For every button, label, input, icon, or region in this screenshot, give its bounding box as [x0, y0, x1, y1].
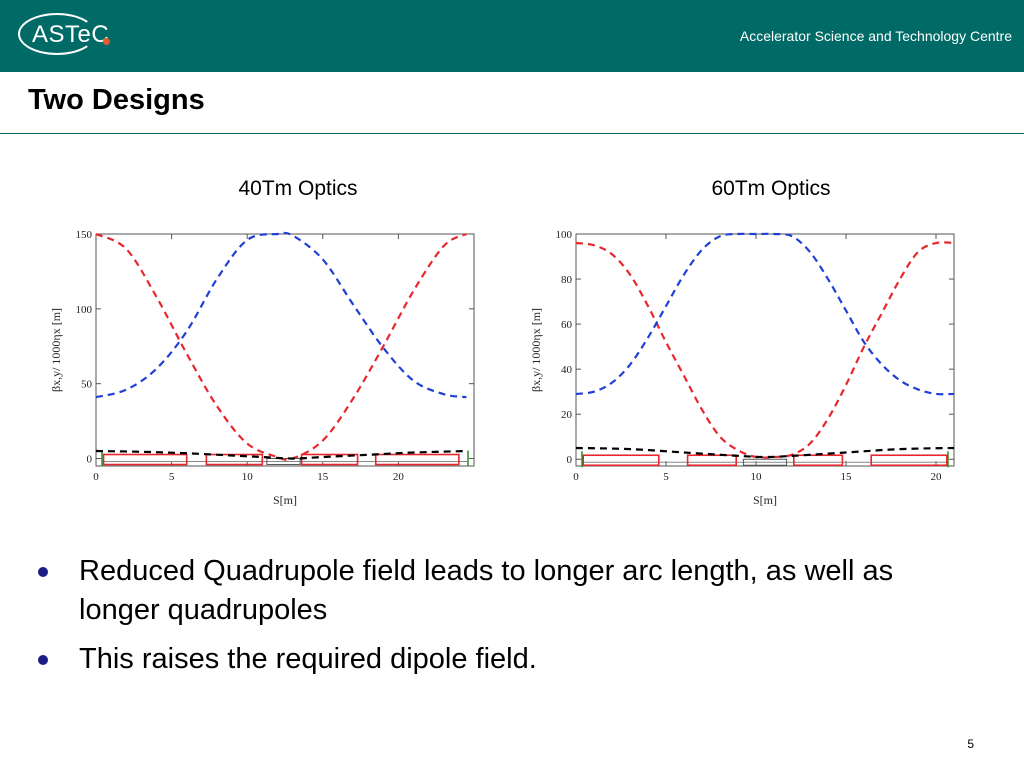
quadrupole-magnet — [870, 454, 948, 467]
quadrupole-magnet — [374, 453, 460, 466]
y-tick-label: 100 — [556, 229, 573, 241]
chart-40tm-optics: 0 5 10 15 20 0 50 100 150 S[m] βx,y/ 1000ηx [m] — [49, 229, 475, 507]
bullet-text: Reduced Quadrupole field leads to longer… — [79, 555, 894, 626]
series-line-2 — [95, 449, 467, 460]
chart-title-40tm: 40Tm Optics — [238, 177, 358, 200]
x-tick-label: 10 — [751, 471, 763, 483]
y-tick-label: 0 — [87, 454, 93, 466]
quadrupole-magnet — [205, 453, 264, 466]
x-tick-label: 5 — [169, 471, 175, 483]
series-line-1 — [95, 231, 467, 399]
header-band: ASTeC Accelerator Science and Technology… — [0, 0, 1024, 72]
plot-frame — [95, 233, 475, 467]
y-axis-label: βx,y/ 1000ηx [m] — [529, 308, 543, 392]
series-line-1 — [575, 232, 955, 396]
y-tick-label: 150 — [76, 229, 93, 241]
drift-element — [742, 458, 788, 466]
plot-frame — [575, 233, 955, 467]
bullet-icon — [38, 655, 48, 665]
logo-ring-icon — [18, 13, 96, 55]
title-divider — [0, 133, 1024, 134]
x-tick-label: 15 — [317, 471, 329, 483]
y-tick-label: 100 — [76, 304, 93, 316]
series-line-0 — [95, 232, 467, 462]
logo-dot-icon — [103, 38, 110, 45]
x-tick-label: 0 — [573, 471, 579, 483]
series-line-0 — [575, 241, 955, 459]
x-tick-label: 5 — [663, 471, 669, 483]
chart-title-60tm: 60Tm Optics — [711, 177, 831, 200]
x-tick-label: 20 — [931, 471, 943, 483]
y-tick-label: 20 — [561, 409, 573, 421]
bullet-text: This raises the required dipole field. — [79, 643, 537, 675]
x-axis-label: S[m] — [753, 493, 777, 507]
x-tick-label: 0 — [93, 471, 99, 483]
y-axis-label: βx,y/ 1000ηx [m] — [49, 308, 63, 392]
logo: ASTeC — [32, 21, 110, 48]
y-tick-label: 60 — [561, 319, 573, 331]
page-number: 5 — [967, 737, 974, 751]
chart-60tm-optics: 0 5 10 15 20 0 20 40 60 80 100 S[m] βx,y/ 1000ηx [m] — [529, 229, 955, 507]
slide-title: Two Designs — [28, 84, 205, 116]
x-axis-label: S[m] — [273, 493, 297, 507]
y-tick-label: 0 — [567, 454, 573, 466]
x-tick-label: 20 — [393, 471, 405, 483]
bullet-icon — [38, 567, 48, 577]
bullet-item: This raises the required dipole field. — [38, 640, 968, 679]
bullet-list: Reduced Quadrupole field leads to longer… — [38, 552, 968, 689]
x-tick-label: 15 — [841, 471, 853, 483]
quadrupole-magnet — [300, 453, 359, 466]
y-tick-label: 40 — [561, 364, 573, 376]
y-tick-label: 80 — [561, 274, 573, 286]
organization-name: Accelerator Science and Technology Centr… — [739, 28, 1012, 44]
quadrupole-magnet — [102, 453, 188, 466]
quadrupole-magnet — [582, 454, 660, 467]
x-tick-label: 10 — [242, 471, 254, 483]
bullet-item: Reduced Quadrupole field leads to longer… — [38, 552, 968, 630]
y-tick-label: 50 — [81, 379, 93, 391]
